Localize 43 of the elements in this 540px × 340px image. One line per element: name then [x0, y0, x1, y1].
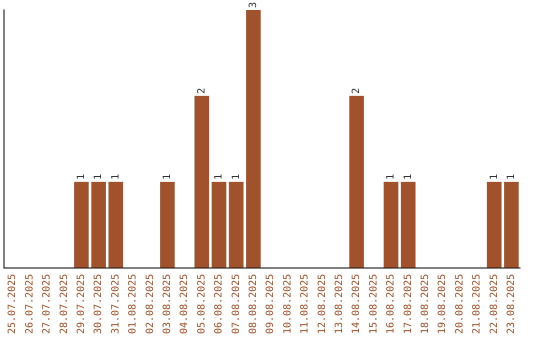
x-tick-label: 18.08.2025 — [420, 274, 431, 334]
x-tick-label: 03.08.2025 — [162, 274, 173, 334]
data-label: 1 — [110, 174, 122, 180]
data-label: 2 — [351, 88, 362, 94]
x-tick-label: 15.08.2025 — [368, 274, 380, 334]
data-label: 1 — [162, 174, 173, 180]
x-tick-label: 12.08.2025 — [316, 274, 328, 334]
x-tick-label: 13.08.2025 — [334, 274, 345, 334]
x-tick-label: 11.08.2025 — [300, 274, 311, 334]
data-label: 1 — [386, 174, 397, 180]
x-tick-label: 31.07.2025 — [110, 274, 122, 334]
x-tick-label: 23.08.2025 — [506, 274, 517, 334]
x-tick-label: 26.07.2025 — [24, 274, 36, 334]
data-label: 1 — [488, 174, 500, 180]
x-tick-label: 05.08.2025 — [196, 274, 208, 334]
data-label: 1 — [506, 174, 517, 180]
x-tick-label: 14.08.2025 — [351, 274, 362, 334]
x-tick-label: 02.08.2025 — [144, 274, 156, 334]
data-label: 3 — [248, 2, 259, 8]
x-tick-label: 01.08.2025 — [128, 274, 139, 334]
x-tick-label: 09.08.2025 — [265, 274, 276, 334]
x-tick-label: 25.07.2025 — [7, 274, 18, 334]
x-tick-label: 28.07.2025 — [58, 274, 70, 334]
x-tick-label: 19.08.2025 — [437, 274, 448, 334]
data-label: 2 — [196, 88, 208, 94]
data-label: 1 — [76, 174, 87, 180]
data-label: 1 — [230, 174, 242, 180]
x-tick-label: 22.08.2025 — [488, 274, 500, 334]
x-tick-label: 06.08.2025 — [214, 274, 225, 334]
x-tick-label: 17.08.2025 — [402, 274, 414, 334]
x-tick-label: 29.07.2025 — [76, 274, 87, 334]
x-tick-label: 30.07.2025 — [93, 274, 104, 334]
x-tick-label: 07.08.2025 — [230, 274, 242, 334]
x-tick-label: 10.08.2025 — [282, 274, 294, 334]
x-tick-label: 08.08.2025 — [248, 274, 259, 334]
data-label: 1 — [93, 174, 104, 180]
data-label: 1 — [402, 174, 414, 180]
x-tick-label: 21.08.2025 — [472, 274, 483, 334]
data-label: 1 — [214, 174, 225, 180]
x-tick-label: 04.08.2025 — [179, 274, 190, 334]
x-tick-label: 27.07.2025 — [42, 274, 53, 334]
x-tick-label: 20.08.2025 — [454, 274, 466, 334]
x-tick-label: 16.08.2025 — [386, 274, 397, 334]
